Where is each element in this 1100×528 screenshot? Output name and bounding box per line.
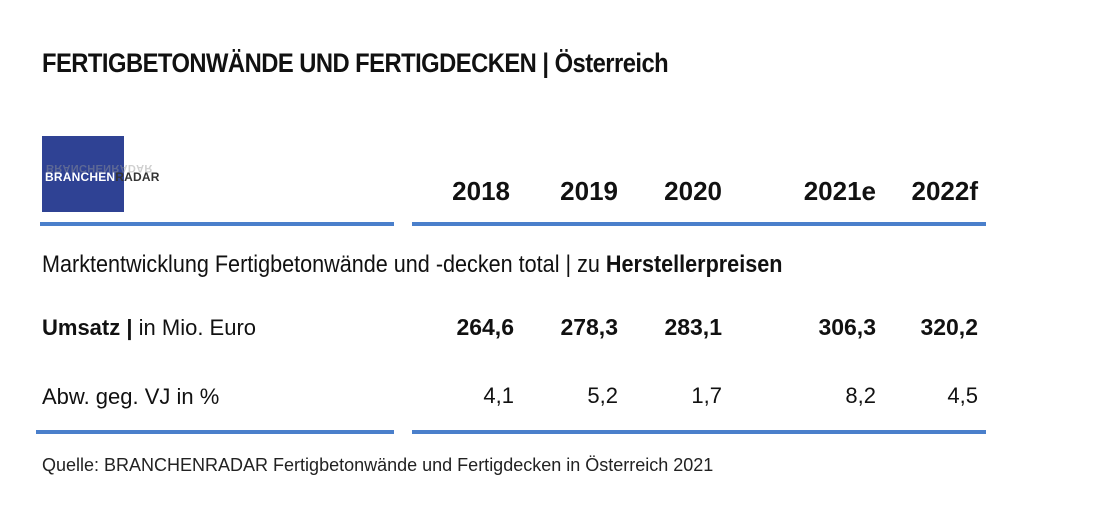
header-rule-left — [40, 222, 394, 226]
abw-value-2018: 4,1 — [483, 383, 514, 408]
umsatz-row-label: Umsatz | in Mio. Euro — [42, 315, 256, 341]
umsatz-value-2019: 278,3 — [560, 314, 618, 340]
umsatz-value-2018: 264,6 — [456, 314, 514, 340]
page-title: FERTIGBETONWÄNDE UND FERTIGDECKEN | Öste… — [42, 48, 669, 78]
umsatz-value-2020: 283,1 — [664, 314, 722, 340]
abw-value-2022f: 4,5 — [947, 383, 978, 408]
umsatz-value-2022f: 320,2 — [920, 314, 978, 340]
header-rule-right — [412, 222, 986, 226]
umsatz-value-2021e: 306,3 — [818, 314, 876, 340]
footer-rule-left — [36, 430, 394, 434]
logo-part-2: RADAR — [115, 170, 160, 184]
year-header-2020: 2020 — [664, 176, 722, 206]
subtitle-emphasis: Herstellerpreisen — [605, 251, 783, 278]
branchenradar-logo — [42, 136, 124, 212]
abw-value-2019: 5,2 — [587, 383, 618, 408]
subtitle-prefix: Marktentwicklung Fertigbetonwände und -d… — [42, 251, 606, 278]
footer-rule-right — [412, 430, 986, 434]
abw-value-2021e: 8,2 — [845, 383, 876, 408]
year-header-2021e: 2021e — [803, 176, 876, 206]
year-header-2019: 2019 — [560, 176, 618, 206]
year-header-2018: 2018 — [452, 176, 510, 206]
abw-value-2020: 1,7 — [691, 383, 722, 408]
logo-wordmark: BRANCHENRADAR — [45, 170, 160, 184]
umsatz-label-bold: Umsatz | — [42, 315, 133, 340]
table-subtitle: Marktentwicklung Fertigbetonwände und -d… — [42, 251, 782, 279]
year-header-2022f: 2022f — [911, 176, 979, 206]
umsatz-label-rest: in Mio. Euro — [132, 315, 257, 340]
source-note: Quelle: BRANCHENRADAR Fertigbetonwände u… — [42, 455, 714, 475]
abw-row-label: Abw. geg. VJ in % — [42, 384, 220, 409]
logo-part-1: BRANCHEN — [45, 170, 116, 184]
